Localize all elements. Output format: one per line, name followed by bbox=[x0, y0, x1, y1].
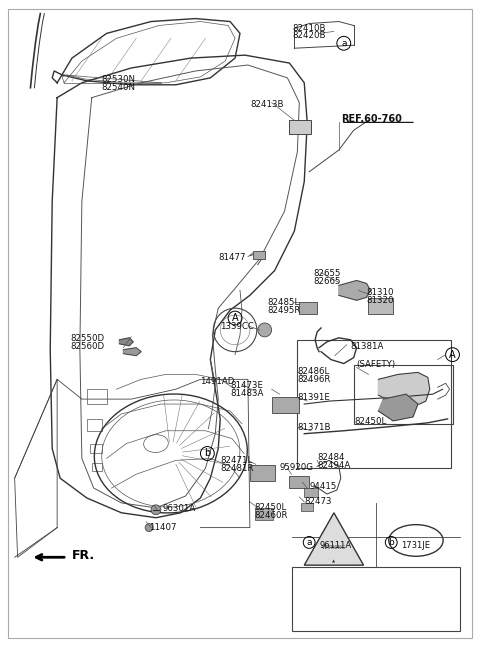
Bar bbox=[289, 120, 311, 134]
Text: 82530N: 82530N bbox=[102, 75, 136, 84]
Text: 1339CC: 1339CC bbox=[220, 322, 254, 331]
Bar bbox=[87, 419, 102, 431]
Text: WARNING: WARNING bbox=[322, 545, 346, 550]
Polygon shape bbox=[304, 513, 363, 565]
Text: (SAFETY): (SAFETY) bbox=[357, 360, 396, 369]
Text: 81473E: 81473E bbox=[230, 381, 263, 390]
Text: 81310: 81310 bbox=[367, 289, 394, 298]
Bar bbox=[289, 476, 309, 488]
Text: 81483A: 81483A bbox=[230, 389, 264, 399]
Text: 82550D: 82550D bbox=[70, 334, 104, 343]
Text: 82665: 82665 bbox=[313, 276, 341, 285]
Text: 82486L: 82486L bbox=[297, 367, 330, 377]
Text: 96301A: 96301A bbox=[163, 504, 196, 513]
Text: 81320: 81320 bbox=[367, 296, 394, 305]
Bar bbox=[90, 444, 102, 454]
Text: 96111A: 96111A bbox=[319, 541, 351, 550]
Bar bbox=[92, 463, 102, 471]
Bar bbox=[369, 298, 393, 314]
Text: 82473: 82473 bbox=[304, 497, 332, 506]
Polygon shape bbox=[339, 281, 371, 300]
Text: 82655: 82655 bbox=[313, 269, 341, 278]
Text: 82471L: 82471L bbox=[220, 456, 252, 465]
Bar bbox=[255, 508, 273, 520]
Bar bbox=[272, 397, 300, 413]
Polygon shape bbox=[378, 373, 430, 407]
Text: A: A bbox=[232, 313, 239, 323]
Text: 82496R: 82496R bbox=[297, 375, 331, 384]
Bar bbox=[301, 503, 313, 511]
Text: 11407: 11407 bbox=[149, 523, 177, 532]
Text: 81391E: 81391E bbox=[297, 393, 330, 402]
Polygon shape bbox=[120, 338, 133, 345]
Bar bbox=[354, 364, 453, 424]
Text: REF.60-760: REF.60-760 bbox=[341, 115, 402, 124]
Polygon shape bbox=[123, 347, 141, 356]
Text: 95920G: 95920G bbox=[279, 463, 313, 472]
Text: 82450L: 82450L bbox=[355, 417, 387, 426]
Text: FR.: FR. bbox=[72, 549, 95, 562]
Text: b: b bbox=[204, 448, 211, 459]
Text: 81371B: 81371B bbox=[297, 423, 331, 432]
Bar bbox=[300, 302, 317, 314]
Text: 82420B: 82420B bbox=[292, 32, 326, 40]
Text: b: b bbox=[388, 538, 394, 547]
Text: ▲: ▲ bbox=[332, 559, 336, 564]
Text: 82494A: 82494A bbox=[317, 461, 350, 470]
Text: 82485L: 82485L bbox=[268, 298, 300, 307]
Bar bbox=[292, 567, 460, 631]
Bar bbox=[250, 465, 275, 481]
Text: a: a bbox=[341, 39, 347, 48]
Bar bbox=[297, 340, 451, 468]
Text: a: a bbox=[306, 538, 312, 547]
Text: 82540N: 82540N bbox=[102, 83, 136, 92]
Text: 82560D: 82560D bbox=[70, 342, 104, 351]
Text: A: A bbox=[449, 349, 456, 360]
Text: 82481R: 82481R bbox=[220, 465, 254, 474]
Circle shape bbox=[151, 505, 161, 515]
Text: 81477: 81477 bbox=[218, 253, 246, 262]
Polygon shape bbox=[378, 394, 418, 421]
Text: 94415: 94415 bbox=[309, 482, 336, 491]
Text: 1491AD: 1491AD bbox=[201, 377, 235, 386]
Text: 82460R: 82460R bbox=[255, 511, 288, 520]
Text: 81381A: 81381A bbox=[351, 342, 384, 351]
Text: 82413B: 82413B bbox=[250, 100, 283, 109]
Text: 82495R: 82495R bbox=[268, 306, 301, 315]
Circle shape bbox=[258, 323, 272, 337]
Text: 82450L: 82450L bbox=[255, 503, 287, 512]
Text: 82484: 82484 bbox=[317, 454, 345, 463]
Bar bbox=[87, 389, 107, 404]
Bar bbox=[304, 488, 318, 497]
Text: 82410B: 82410B bbox=[292, 23, 326, 32]
Text: 1731JE: 1731JE bbox=[401, 541, 430, 550]
Circle shape bbox=[145, 523, 153, 532]
Bar bbox=[253, 251, 264, 259]
